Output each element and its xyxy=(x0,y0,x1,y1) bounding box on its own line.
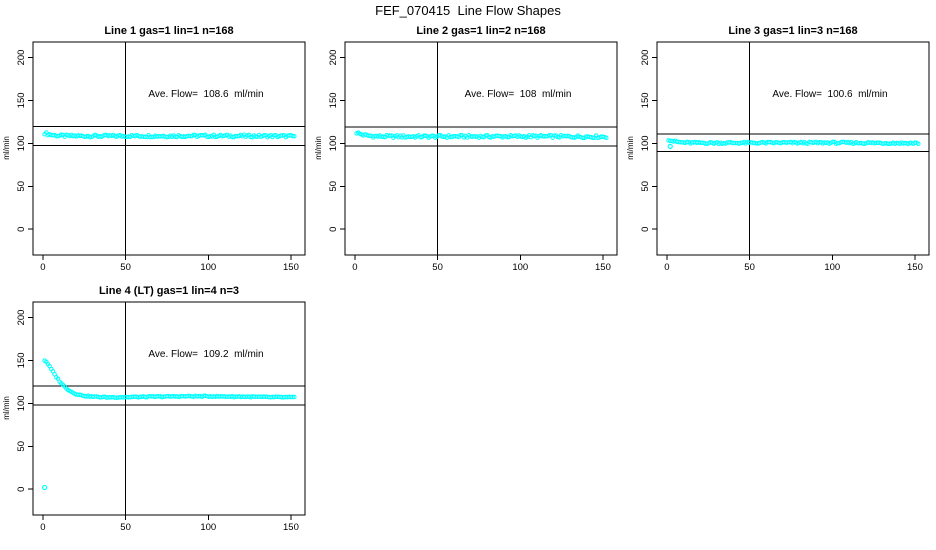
plot-layer: 0 50 100 150 0 50 100 150 200 xyxy=(640,41,930,273)
plot-layer: 0 50 100 150 0 50 100 150 200 xyxy=(16,301,306,533)
flow-data-points xyxy=(354,130,609,141)
y-tick-label: 150 xyxy=(640,92,651,108)
y-tick-label: 50 xyxy=(16,181,27,192)
plot-layer: 0 50 100 150 0 50 100 150 200 xyxy=(328,41,618,273)
y-tick-label: 200 xyxy=(16,310,27,326)
y-tick-label: 200 xyxy=(640,50,651,66)
avg-flow-annotation: Ave. Flow= 108.6 ml/min xyxy=(148,89,263,100)
panel-title: Line 3 gas=1 lin=3 n=168 xyxy=(728,25,857,37)
panel-line-2: 0 50 100 150 0 50 100 150 200 Line 2 gas=1 lin=2… xyxy=(312,22,624,285)
panel-title: Line 1 gas=1 lin=1 n=168 xyxy=(104,25,233,37)
x-tick-label: 0 xyxy=(352,262,357,273)
y-axis-label: ml/min xyxy=(2,136,11,160)
y-tick-label: 150 xyxy=(16,352,27,368)
x-tick-label: 0 xyxy=(40,262,45,273)
x-tick-label: 100 xyxy=(824,262,840,273)
y-tick-label: 0 xyxy=(16,227,27,232)
line1-flow-plot: 0 50 100 150 0 50 100 150 200 Line 1 gas=1 lin=1… xyxy=(2,25,306,273)
panel-line-1: 0 50 100 150 0 50 100 150 200 Line 1 gas=1 lin=1… xyxy=(0,22,312,285)
avg-flow-annotation: Ave. Flow= 100.6 ml/min xyxy=(772,89,887,100)
y-tick-label: 150 xyxy=(16,92,27,108)
x-tick-label: 100 xyxy=(512,262,528,273)
y-tick-label: 200 xyxy=(328,50,339,66)
x-tick-label: 0 xyxy=(40,522,45,533)
flow-data-points xyxy=(41,358,297,491)
x-tick-label: 150 xyxy=(907,262,923,273)
avg-flow-annotation: Ave. Flow= 109.2 ml/min xyxy=(148,349,263,360)
figure-title: FEF_070415 Line Flow Shapes xyxy=(375,3,561,18)
y-axis-label: ml/min xyxy=(314,136,323,160)
avg-flow-annotation: Ave. Flow= 108 ml/min xyxy=(465,89,572,100)
plot-layer: 0 50 100 150 0 50 100 150 200 xyxy=(16,41,306,273)
line4-flow-plot: 0 50 100 150 0 50 100 150 200 Line 4 (LT) gas=1 … xyxy=(2,285,306,533)
outlier-point xyxy=(667,143,673,150)
x-tick-label: 150 xyxy=(283,262,299,273)
y-tick-label: 50 xyxy=(16,441,27,452)
y-tick-label: 100 xyxy=(16,395,27,411)
x-tick-label: 50 xyxy=(744,262,755,273)
flow-data-points xyxy=(42,130,297,140)
x-tick-label: 150 xyxy=(283,522,299,533)
y-tick-label: 50 xyxy=(328,181,339,192)
panel-line-4: 0 50 100 150 0 50 100 150 200 Line 4 (LT) gas=1 … xyxy=(0,282,312,545)
panel-title: Line 4 (LT) gas=1 lin=4 n=3 xyxy=(99,285,239,297)
x-tick-label: 0 xyxy=(664,262,669,273)
y-axis-label: ml/min xyxy=(626,136,635,160)
x-tick-label: 100 xyxy=(200,522,216,533)
y-tick-label: 0 xyxy=(16,487,27,492)
x-tick-label: 50 xyxy=(120,262,131,273)
y-tick-label: 150 xyxy=(328,92,339,108)
x-tick-label: 150 xyxy=(595,262,611,273)
panel-line-3: 0 50 100 150 0 50 100 150 200 Line 3 gas=1 lin=3… xyxy=(624,22,936,285)
line2-flow-plot: 0 50 100 150 0 50 100 150 200 Line 2 gas=1 lin=2… xyxy=(314,25,618,273)
outlier-point xyxy=(41,484,48,491)
y-tick-label: 200 xyxy=(16,50,27,66)
x-tick-label: 100 xyxy=(200,262,216,273)
y-tick-label: 100 xyxy=(16,135,27,151)
y-tick-label: 100 xyxy=(640,135,651,151)
y-tick-label: 50 xyxy=(640,181,651,192)
y-axis-label: ml/min xyxy=(2,396,11,420)
y-tick-label: 0 xyxy=(328,227,339,232)
panel-title: Line 2 gas=1 lin=2 n=168 xyxy=(416,25,545,37)
flow-data-points xyxy=(666,138,921,150)
x-tick-label: 50 xyxy=(432,262,443,273)
x-tick-label: 50 xyxy=(120,522,131,533)
line3-flow-plot: 0 50 100 150 0 50 100 150 200 Line 3 gas=1 lin=3… xyxy=(626,25,930,273)
y-tick-label: 0 xyxy=(640,227,651,232)
y-tick-label: 100 xyxy=(328,135,339,151)
